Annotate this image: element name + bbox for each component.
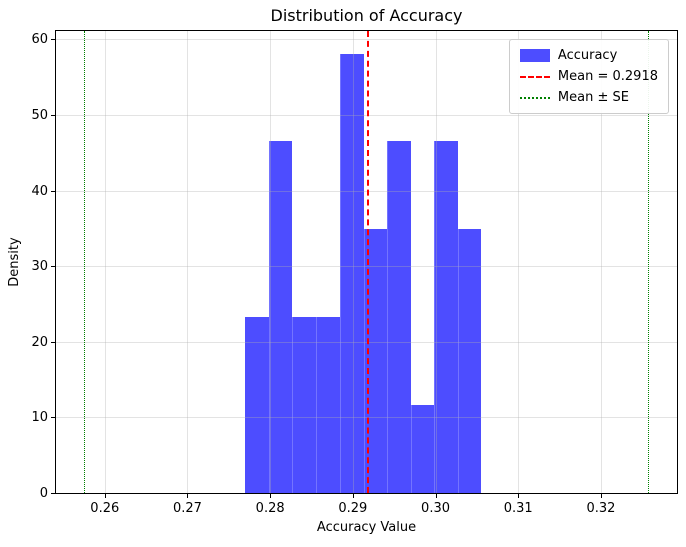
y-tick-label: 20	[31, 334, 48, 350]
gridline-vertical	[104, 31, 106, 493]
histogram-bar	[244, 316, 269, 493]
legend-item-accuracy: Accuracy	[519, 47, 658, 64]
y-tick-mark	[51, 417, 55, 419]
y-tick-label: 60	[31, 32, 48, 48]
plot-area: Accuracy Mean = 0.2918 Mean ± SE	[55, 30, 678, 494]
y-tick-label: 50	[31, 107, 48, 123]
y-tick-mark	[51, 493, 55, 494]
gridline-vertical	[518, 31, 520, 493]
x-tick-mark	[187, 494, 189, 498]
histogram-bar	[316, 316, 340, 493]
histogram-bar	[433, 141, 458, 493]
mean-line	[366, 31, 369, 493]
gridline-vertical	[270, 31, 272, 493]
legend-label-mean: Mean = 0.2918	[557, 68, 658, 84]
x-tick-label: 0.28	[255, 501, 285, 516]
x-tick-mark	[600, 494, 602, 498]
mean-plus-se-line	[647, 31, 649, 493]
histogram-bar	[363, 229, 387, 493]
gridline-horizontal	[56, 341, 677, 343]
gridline-vertical	[600, 31, 602, 493]
chart-title: Distribution of Accuracy	[270, 6, 463, 25]
legend-label-mean-se: Mean ± SE	[557, 89, 629, 105]
legend-swatch-mean-se-dotted-line	[519, 96, 550, 99]
gridline-horizontal	[56, 266, 677, 268]
gridline-vertical	[187, 31, 189, 493]
y-tick-mark	[51, 341, 55, 343]
gridline-horizontal	[56, 417, 677, 419]
histogram-bar	[410, 405, 434, 493]
legend-item-mean: Mean = 0.2918	[519, 68, 658, 85]
legend-swatch-accuracy-patch	[519, 49, 550, 62]
y-tick-label: 40	[31, 183, 48, 199]
gridline-vertical	[352, 31, 354, 493]
x-axis-label: Accuracy Value	[316, 520, 417, 535]
y-tick-mark	[51, 39, 55, 41]
gridline-horizontal	[56, 39, 677, 41]
histogram-bar	[292, 316, 317, 493]
y-tick-label: 30	[31, 259, 48, 275]
x-tick-label: 0.32	[586, 501, 616, 516]
legend-swatch-mean-dashed-line	[519, 75, 550, 78]
legend: Accuracy Mean = 0.2918 Mean ± SE	[508, 39, 669, 114]
histogram-bar	[339, 53, 364, 493]
x-tick-label: 0.26	[90, 501, 120, 516]
x-tick-mark	[435, 494, 437, 498]
x-tick-label: 0.31	[503, 501, 533, 516]
y-tick-label: 10	[31, 410, 48, 426]
histogram-bar	[268, 141, 293, 493]
mean-minus-se-line	[83, 31, 85, 493]
legend-item-mean-se: Mean ± SE	[519, 89, 658, 106]
x-tick-mark	[270, 494, 272, 498]
x-tick-label: 0.30	[421, 501, 451, 516]
x-tick-label: 0.29	[338, 501, 368, 516]
histogram-bar	[386, 141, 411, 493]
y-tick-mark	[51, 114, 55, 116]
y-tick-label: 0	[39, 486, 48, 501]
gridline-horizontal	[56, 114, 677, 116]
x-tick-mark	[104, 494, 106, 498]
y-tick-mark	[51, 190, 55, 192]
gridline-horizontal	[56, 190, 677, 192]
x-tick-mark	[518, 494, 520, 498]
histogram-bar	[457, 229, 481, 493]
gridline-vertical	[435, 31, 437, 493]
x-tick-mark	[352, 494, 354, 498]
y-tick-mark	[51, 266, 55, 268]
x-tick-label: 0.27	[172, 501, 202, 516]
legend-label-accuracy: Accuracy	[557, 47, 618, 63]
